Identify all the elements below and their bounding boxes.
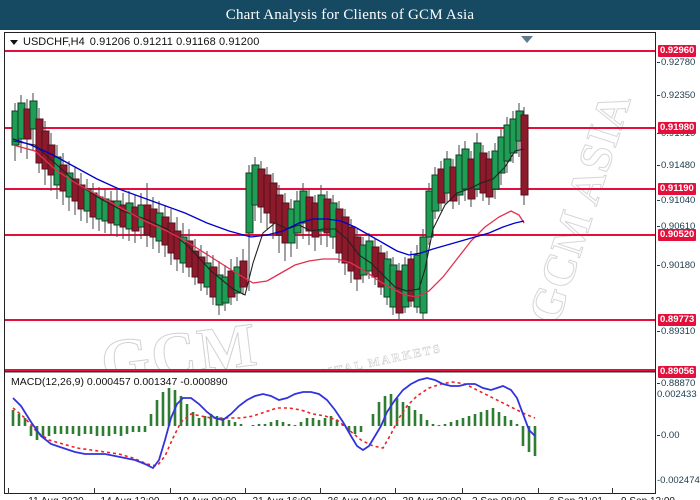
time-label-2: 19 Aug 00:00	[178, 496, 237, 500]
time-tick	[612, 488, 613, 494]
price-series-svg	[11, 93, 529, 319]
macd-header: MACD(12,26,9) 0.000457 0.001347 -0.00089…	[11, 376, 228, 388]
macd-pane[interactable]: GLOBAL CAPITAL MARKETS	[5, 374, 655, 493]
chart-top-marker-icon	[521, 36, 533, 43]
tick-dash-icon	[657, 95, 660, 96]
ma-slow-line	[12, 140, 525, 296]
tick-dash-icon	[657, 200, 660, 201]
price-tick-0-91040: 0.91040	[657, 195, 700, 207]
chevron-down-icon[interactable]	[10, 39, 18, 45]
level-line-0-91980[interactable]	[5, 127, 655, 129]
price-scale[interactable]: 0.92780 0.92350 0.91910 0.91480 0.91040 …	[657, 32, 700, 494]
time-label-4: 26 Aug 04:00	[328, 496, 387, 500]
symbol-header[interactable]: USDCHF,H4 0.91206 0.91211 0.91168 0.9120…	[10, 35, 259, 49]
tick-dash-icon	[657, 226, 660, 227]
price-label-0-92960[interactable]: 0.92960	[658, 45, 697, 57]
time-tick	[395, 488, 396, 494]
ma-fast-line	[12, 138, 525, 256]
price-tick-0-92350: 0.92350	[657, 90, 700, 102]
price-tick-0-90180: 0.90180	[657, 260, 700, 272]
macd-tick-zero: 0.00	[657, 430, 700, 442]
price-label-0-89056[interactable]: 0.89056	[658, 366, 697, 378]
tick-dash-icon	[657, 383, 660, 384]
price-pane[interactable]: GCM GLOBAL CAPITAL MARKETS GCM ASIA	[5, 33, 655, 371]
chart-frame: GCM GLOBAL CAPITAL MARKETS GCM ASIA	[4, 32, 656, 494]
tick-dash-icon	[657, 331, 660, 332]
macd-tick-bottom: -0.002474	[657, 475, 700, 486]
time-label-3: 21 Aug 16:00	[253, 496, 312, 500]
price-tick-0-90610: 0.90610	[657, 221, 700, 233]
candlesticks	[11, 93, 529, 319]
time-tick	[320, 488, 321, 494]
symbol-label: USDCHF,H4	[23, 36, 85, 48]
macd-tick-top: 0.002433	[657, 389, 697, 400]
time-tick	[245, 488, 246, 494]
ohlc-values: 0.91206 0.91211 0.91168 0.91200	[89, 36, 260, 48]
price-tick-0-89310: 0.89310	[657, 326, 700, 338]
level-line-0-92960[interactable]	[5, 50, 655, 52]
price-tick-0-91480: 0.91480	[657, 160, 700, 172]
pane-divider[interactable]	[5, 371, 655, 373]
time-tick	[462, 488, 463, 494]
level-line-0-89773[interactable]	[5, 319, 655, 321]
time-label-1: 14 Aug 12:00	[101, 496, 160, 500]
macd-series-svg	[11, 377, 537, 470]
time-axis[interactable]: 11 Aug 2020 14 Aug 12:00 19 Aug 00:00 21…	[0, 488, 700, 500]
macd-signal-line	[12, 381, 536, 467]
price-label-0-91980[interactable]: 0.91980	[658, 122, 697, 134]
time-label-0: 11 Aug 2020	[28, 496, 83, 500]
time-label-8: 9 Sep 12:00	[621, 496, 675, 500]
price-label-0-90520[interactable]: 0.90520	[658, 229, 697, 241]
ma-mid-line	[12, 144, 525, 298]
time-tick	[170, 488, 171, 494]
level-line-0-89056[interactable]	[5, 369, 655, 371]
tick-dash-icon	[657, 62, 660, 63]
tick-dash-icon	[657, 165, 660, 166]
time-label-7: 6 Sep 21:01	[549, 496, 603, 500]
window-title-bar: Chart Analysis for Clients of GCM Asia	[0, 0, 700, 30]
price-tick-0-88870: 0.88870	[657, 378, 700, 390]
tick-dash-icon	[657, 435, 660, 436]
time-tick	[94, 488, 95, 494]
time-label-5: 28 Aug 20:00	[403, 496, 462, 500]
macd-line	[12, 377, 536, 470]
time-tick	[538, 488, 539, 494]
time-label-6: 2 Sep 08:00	[472, 496, 526, 500]
level-line-0-91190[interactable]	[5, 188, 655, 190]
page-title: Chart Analysis for Clients of GCM Asia	[225, 7, 475, 23]
price-tick-0-92780: 0.92780	[657, 57, 700, 69]
time-tick	[8, 488, 9, 494]
tick-dash-icon	[657, 265, 660, 266]
price-label-0-89773[interactable]: 0.89773	[658, 314, 697, 326]
price-label-0-91190[interactable]: 0.91190	[658, 183, 696, 195]
